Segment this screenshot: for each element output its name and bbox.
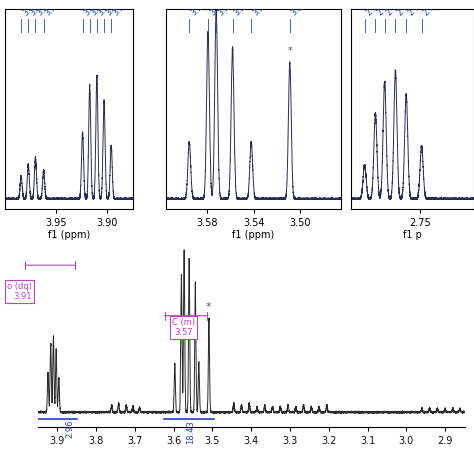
- Text: 3.91: 3.91: [90, 0, 108, 18]
- X-axis label: f1 p: f1 p: [403, 230, 422, 240]
- X-axis label: f1 (ppm): f1 (ppm): [232, 230, 275, 240]
- Text: 3.90: 3.90: [104, 0, 122, 18]
- Text: C (m)
3.57: C (m) 3.57: [172, 318, 195, 337]
- Text: 3.91: 3.91: [97, 0, 115, 18]
- Text: 3.93: 3.93: [36, 0, 54, 18]
- Text: *: *: [287, 46, 292, 56]
- Text: 3.51: 3.51: [290, 0, 308, 18]
- X-axis label: f1 (ppm): f1 (ppm): [47, 230, 90, 240]
- Text: 2.76: 2.76: [395, 0, 414, 18]
- Text: 18.43: 18.43: [186, 420, 195, 444]
- Text: 2.76: 2.76: [384, 0, 403, 18]
- Text: o (dq)
3.91: o (dq) 3.91: [7, 282, 32, 301]
- Text: 3.97: 3.97: [28, 0, 46, 18]
- Text: 2.76: 2.76: [406, 0, 425, 18]
- Text: *: *: [205, 302, 211, 312]
- Text: 3.55: 3.55: [233, 0, 251, 18]
- Text: 2.96: 2.96: [66, 420, 75, 438]
- Text: 3.92: 3.92: [82, 0, 101, 18]
- Text: 3.59: 3.59: [189, 0, 208, 18]
- Text: 3.57: 3.57: [216, 0, 235, 18]
- Text: 2.77: 2.77: [375, 0, 394, 18]
- Text: 3.54: 3.54: [251, 0, 270, 18]
- Text: 2.77: 2.77: [365, 0, 383, 18]
- Text: 3.98: 3.98: [21, 0, 39, 18]
- Text: 3.90: 3.90: [111, 0, 129, 18]
- Text: 3.92: 3.92: [44, 0, 62, 18]
- Text: 2.75: 2.75: [421, 0, 440, 18]
- Text: 3.57: 3.57: [208, 0, 227, 18]
